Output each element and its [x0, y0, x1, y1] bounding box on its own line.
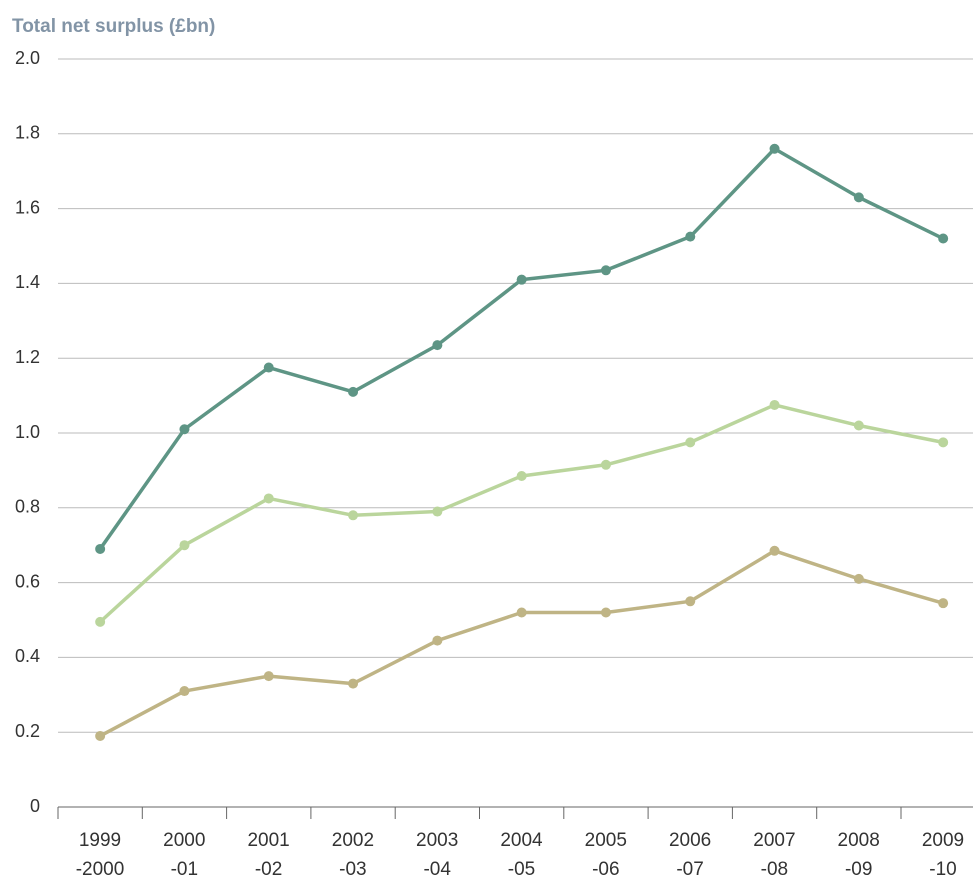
point	[432, 635, 443, 646]
point	[938, 233, 949, 244]
x-tick-label: 2003 -04	[416, 830, 459, 879]
point	[179, 424, 190, 435]
point	[95, 616, 106, 627]
chart-title: Total net surplus (£bn)	[12, 16, 215, 37]
point	[263, 493, 274, 504]
y-tick-label: 1.6	[15, 197, 40, 217]
y-tick-label: 1.2	[15, 347, 40, 367]
point	[685, 231, 696, 242]
x-tick-label: 2001 -02	[247, 830, 290, 879]
point	[179, 686, 190, 697]
x-tick-label: 2005 -06	[584, 830, 627, 879]
point	[853, 192, 864, 203]
point	[769, 143, 780, 154]
y-tick-label: 0.8	[15, 497, 40, 517]
y-tick-label: 1.8	[15, 123, 40, 143]
y-tick-label: 0.6	[15, 571, 40, 591]
point	[853, 420, 864, 431]
point	[600, 459, 611, 470]
point	[516, 274, 527, 285]
point	[263, 671, 274, 682]
y-tick-label: 1.4	[15, 272, 40, 292]
point	[938, 437, 949, 448]
x-tick-label: 2008 -09	[837, 830, 880, 879]
series-line	[98, 403, 944, 624]
x-tick-label: 2002 -03	[331, 830, 375, 879]
point	[95, 543, 106, 554]
point	[516, 607, 527, 618]
point	[348, 386, 359, 397]
y-tick-label: 2.0	[15, 48, 40, 68]
point	[179, 540, 190, 551]
y-tick-label: 1.0	[15, 422, 40, 442]
point	[938, 598, 949, 609]
y-tick-label: 0.2	[15, 721, 40, 741]
point	[600, 265, 611, 276]
point	[685, 437, 696, 448]
point	[432, 340, 443, 351]
point	[853, 573, 864, 584]
point	[432, 506, 443, 517]
point	[769, 545, 780, 556]
point	[769, 399, 780, 410]
x-tick-label: 2000 -01	[163, 830, 206, 879]
point	[95, 730, 106, 741]
point	[263, 362, 274, 373]
point	[685, 596, 696, 607]
point	[348, 678, 359, 689]
point	[516, 471, 527, 482]
x-tick-label: 1999 -2000	[75, 830, 125, 879]
point	[600, 607, 611, 618]
point	[348, 510, 359, 521]
x-tick-label: 2006 -07	[668, 830, 712, 879]
series-line	[99, 549, 944, 738]
y-tick-label: 0.4	[15, 646, 40, 666]
y-tick-label: 0	[30, 796, 40, 816]
x-tick-label: 2009 -10	[921, 830, 965, 879]
x-tick-label: 2004 -05	[500, 830, 543, 879]
x-tick-label: 2007 -08	[753, 830, 796, 879]
